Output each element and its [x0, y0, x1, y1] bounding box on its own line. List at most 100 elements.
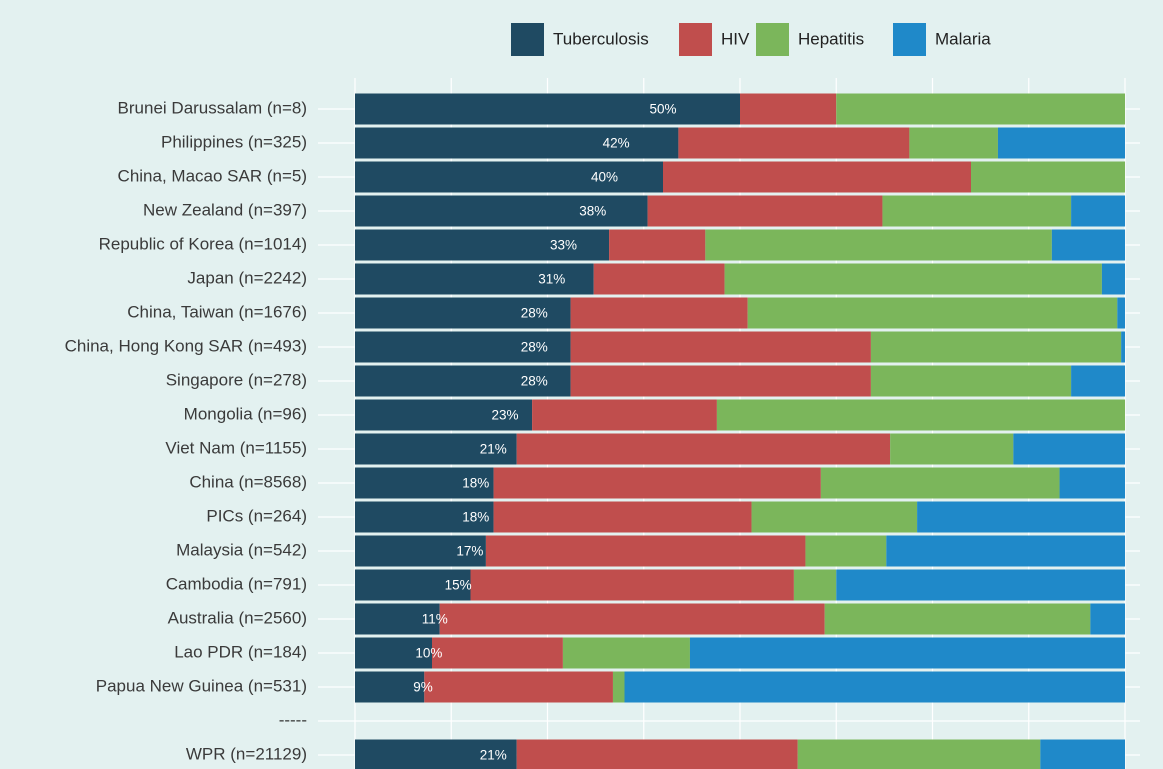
bar-segment: [532, 399, 717, 431]
bar-segment: [1040, 739, 1125, 769]
bar-segment: [870, 331, 1122, 363]
bar-segment: [355, 297, 571, 329]
value-label: 17%: [456, 544, 483, 559]
bar-segment: [747, 297, 1118, 329]
bar-segment: [824, 603, 1091, 635]
y-tick-label: Papua New Guinea (n=531): [96, 676, 307, 695]
bar-segment: [355, 93, 740, 125]
bar-segment: [355, 331, 571, 363]
legend-label: Malaria: [935, 29, 991, 48]
value-label: 28%: [521, 340, 548, 355]
bars: [355, 93, 1125, 769]
bar-segment: [355, 229, 610, 261]
bar-segment: [355, 161, 663, 193]
y-tick-label: Philippines (n=325): [161, 132, 307, 151]
bar-segment: [836, 569, 1125, 601]
value-label: 40%: [591, 170, 618, 185]
legend-label: HIV: [721, 29, 750, 48]
bar-segment: [470, 569, 794, 601]
bar-segment: [355, 671, 425, 703]
legend-label: Tuberculosis: [553, 29, 649, 48]
bar-segment: [355, 467, 494, 499]
bar-segment: [971, 161, 1125, 193]
bar-segment: [355, 263, 594, 295]
value-label: 15%: [445, 578, 472, 593]
bar-segment: [797, 739, 1041, 769]
bar-segment: [1117, 297, 1125, 329]
bar-segment: [678, 127, 910, 159]
y-tick-label: -----: [279, 710, 307, 729]
y-tick-label: Mongolia (n=96): [184, 404, 307, 423]
value-label: 33%: [550, 238, 577, 253]
bar-segment: [1101, 263, 1125, 295]
bar-segment: [355, 365, 571, 397]
legend-swatch: [893, 23, 926, 56]
legend-label: Hepatitis: [798, 29, 864, 48]
value-label: 11%: [422, 612, 448, 627]
bar-segment: [593, 263, 725, 295]
bar-segment: [886, 535, 1125, 567]
bar-segment: [570, 331, 871, 363]
bar-segment: [1059, 467, 1125, 499]
value-label: 9%: [413, 680, 433, 695]
value-label: 18%: [462, 476, 489, 491]
value-label: 21%: [480, 442, 507, 457]
bar-segment: [870, 365, 1072, 397]
bar-segment: [355, 569, 471, 601]
bar-segment: [647, 195, 883, 227]
bar-segment: [355, 195, 648, 227]
value-label: 50%: [649, 102, 676, 117]
bar-segment: [516, 433, 891, 465]
bar-segment: [493, 467, 821, 499]
y-tick-label: Viet Nam (n=1155): [165, 438, 307, 457]
value-label: 10%: [415, 646, 442, 661]
value-label: 31%: [538, 272, 565, 287]
value-label: 21%: [480, 748, 507, 763]
bar-segment: [716, 399, 1125, 431]
bar-segment: [355, 637, 432, 669]
bar-segment: [355, 433, 517, 465]
bar-segment: [612, 671, 625, 703]
bar-segment: [1013, 433, 1125, 465]
bar-segment: [355, 501, 494, 533]
bar-segment: [570, 365, 871, 397]
bar-segment: [562, 637, 690, 669]
bar-segment: [609, 229, 706, 261]
legend: Tuberculosis HIV Hepatitis Malaria: [511, 23, 991, 56]
bar-segment: [355, 739, 517, 769]
y-tick-label: China, Hong Kong SAR (n=493): [65, 336, 307, 355]
bar-segment: [424, 671, 613, 703]
bar-segment: [890, 433, 1014, 465]
bar-segment: [805, 535, 887, 567]
bar-segment: [751, 501, 918, 533]
y-tick-label: Japan (n=2242): [187, 268, 307, 287]
value-label: 18%: [462, 510, 489, 525]
bar-segment: [355, 535, 486, 567]
bar-segment: [663, 161, 971, 193]
y-tick-label: Australia (n=2560): [168, 608, 307, 627]
bar-segment: [624, 671, 1125, 703]
bar-segment: [1090, 603, 1125, 635]
labels: Brunei Darussalam (n=8) 50% Philippines (n…: [65, 98, 677, 763]
bar-segment: [820, 467, 1060, 499]
bar-segment: [836, 93, 1125, 125]
y-tick-label: Cambodia (n=791): [166, 574, 307, 593]
bar-segment: [1051, 229, 1125, 261]
value-label: 42%: [603, 136, 630, 151]
bar-segment: [1121, 331, 1125, 363]
y-tick-label: Brunei Darussalam (n=8): [118, 98, 307, 117]
y-tick-label: China, Taiwan (n=1676): [127, 302, 307, 321]
bar-segment: [1071, 365, 1125, 397]
y-tick-label: PICs (n=264): [206, 506, 307, 525]
y-tick-label: China (n=8568): [189, 472, 307, 491]
bar-segment: [516, 739, 798, 769]
value-label: 28%: [521, 306, 548, 321]
bar-segment: [485, 535, 806, 567]
bar-segment: [917, 501, 1125, 533]
bar-segment: [355, 399, 533, 431]
bar-segment: [1071, 195, 1125, 227]
bar-segment: [570, 297, 748, 329]
y-tick-label: Singapore (n=278): [166, 370, 307, 389]
y-tick-label: Malaysia (n=542): [176, 540, 307, 559]
